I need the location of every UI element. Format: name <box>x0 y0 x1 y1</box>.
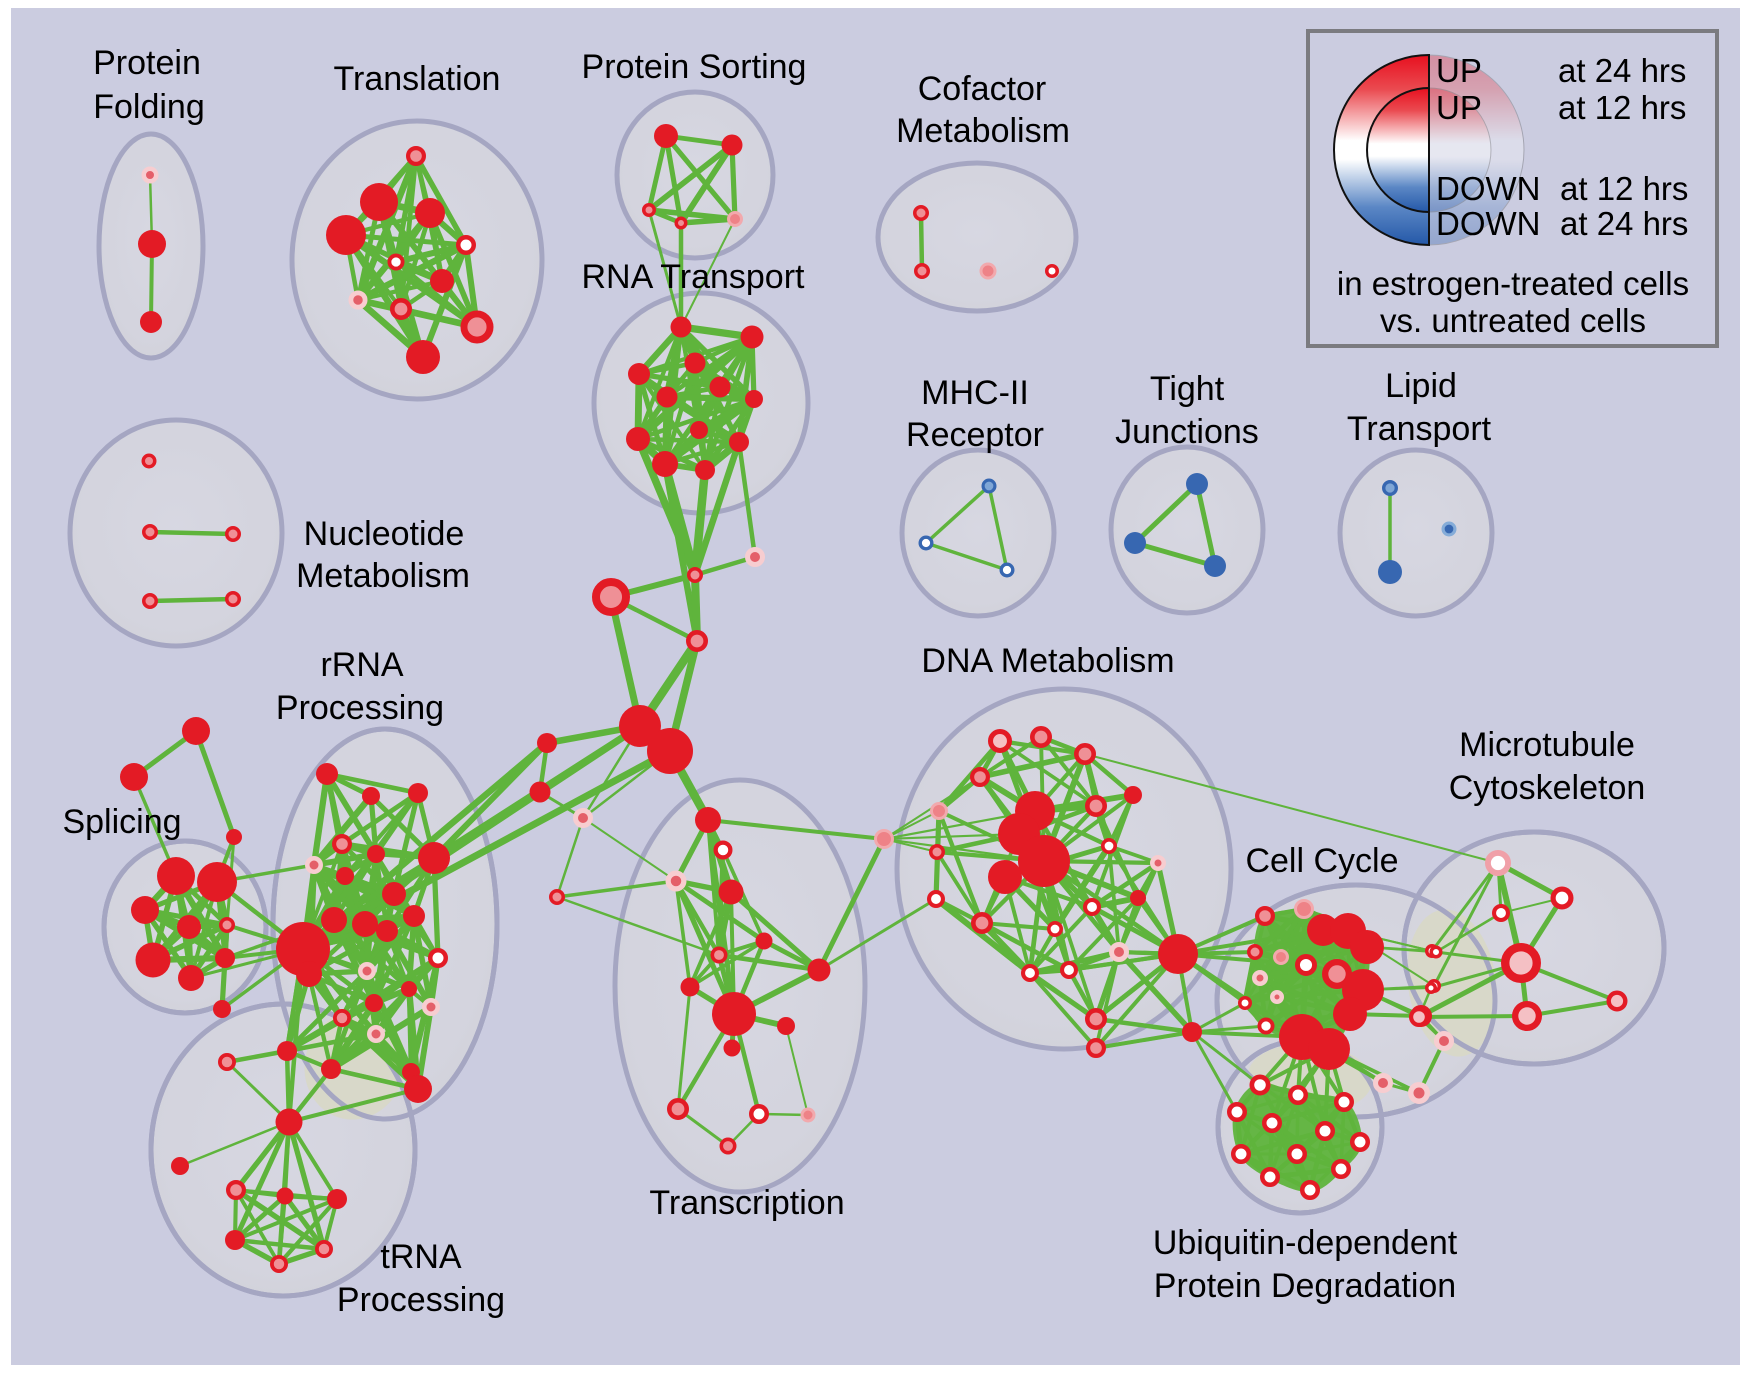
svg-text:at 12 hrs: at 12 hrs <box>1560 170 1688 207</box>
svg-text:DOWN: DOWN <box>1436 170 1540 207</box>
svg-text:Transport: Transport <box>1347 410 1492 448</box>
svg-text:UP: UP <box>1436 89 1482 126</box>
svg-text:Processing: Processing <box>337 1281 505 1319</box>
svg-text:MHC-II: MHC-II <box>921 374 1029 412</box>
svg-text:rRNA: rRNA <box>320 646 403 684</box>
svg-text:Junctions: Junctions <box>1115 413 1259 451</box>
svg-text:Cell Cycle: Cell Cycle <box>1245 842 1398 880</box>
svg-text:Metabolism: Metabolism <box>896 112 1070 150</box>
svg-text:Protein Sorting: Protein Sorting <box>582 48 807 86</box>
svg-text:Metabolism: Metabolism <box>296 557 470 595</box>
svg-text:Lipid: Lipid <box>1385 367 1457 405</box>
svg-text:Protein: Protein <box>93 44 201 82</box>
svg-text:in estrogen-treated cells: in estrogen-treated cells <box>1337 265 1689 302</box>
svg-text:Receptor: Receptor <box>906 416 1044 454</box>
svg-text:at 12 hrs: at 12 hrs <box>1558 89 1686 126</box>
svg-text:Folding: Folding <box>93 88 205 126</box>
svg-text:Ubiquitin-dependent: Ubiquitin-dependent <box>1153 1224 1458 1262</box>
svg-text:at 24 hrs: at 24 hrs <box>1560 205 1688 242</box>
svg-text:Translation: Translation <box>334 60 501 98</box>
svg-text:DOWN: DOWN <box>1436 205 1540 242</box>
svg-text:Tight: Tight <box>1150 370 1225 408</box>
svg-text:tRNA: tRNA <box>380 1238 462 1276</box>
svg-text:at 24 hrs: at 24 hrs <box>1558 52 1686 89</box>
svg-text:Cofactor: Cofactor <box>918 70 1047 108</box>
svg-text:Processing: Processing <box>276 689 444 727</box>
svg-text:Microtubule: Microtubule <box>1459 726 1635 764</box>
svg-text:Nucleotide: Nucleotide <box>304 515 465 553</box>
svg-text:DNA Metabolism: DNA Metabolism <box>921 642 1174 680</box>
svg-text:Splicing: Splicing <box>62 803 181 841</box>
svg-text:RNA Transport: RNA Transport <box>582 258 806 296</box>
svg-text:Transcription: Transcription <box>649 1184 844 1222</box>
svg-text:Cytoskeleton: Cytoskeleton <box>1449 769 1646 807</box>
svg-text:Protein Degradation: Protein Degradation <box>1154 1267 1456 1305</box>
svg-text:UP: UP <box>1436 52 1482 89</box>
svg-text:vs. untreated cells: vs. untreated cells <box>1380 302 1646 339</box>
